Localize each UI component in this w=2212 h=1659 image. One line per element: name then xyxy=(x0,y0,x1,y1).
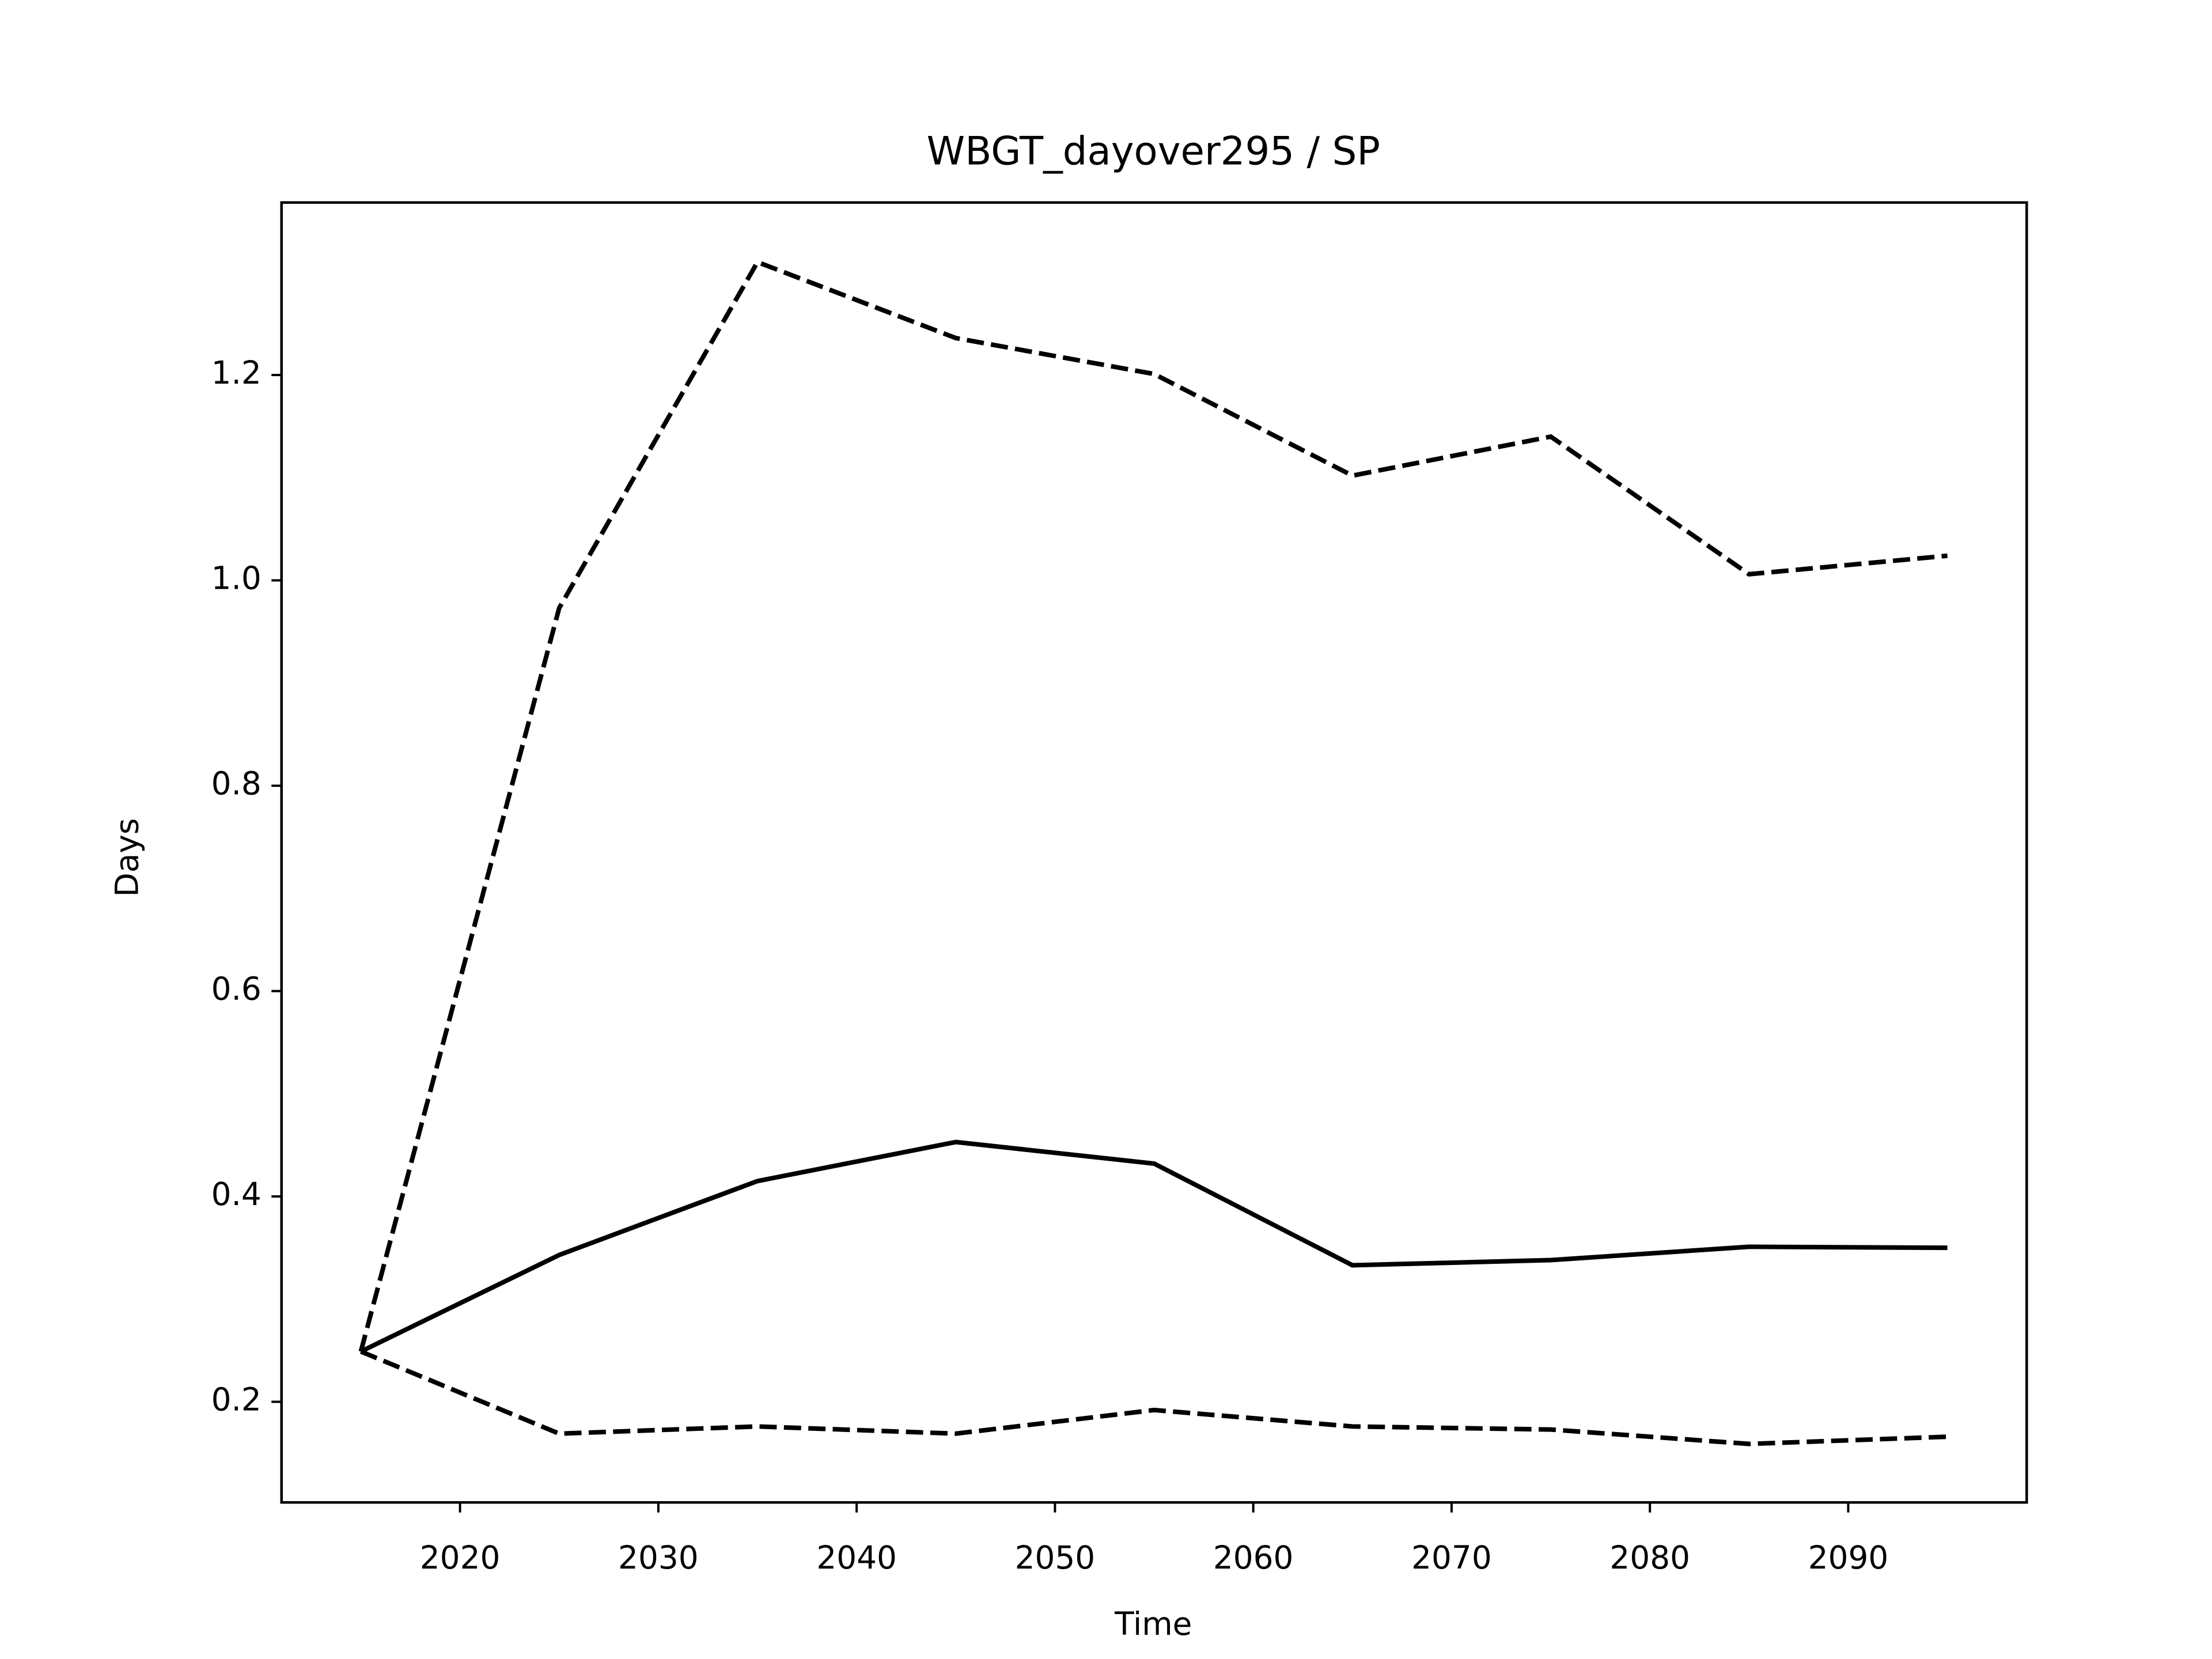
x-tick-label: 2070 xyxy=(1411,1539,1492,1576)
x-tick-label: 2060 xyxy=(1213,1539,1294,1576)
x-tick-label: 2050 xyxy=(1015,1539,1096,1576)
x-tick-label: 2020 xyxy=(420,1539,501,1576)
y-tick-label: 0.8 xyxy=(211,765,262,802)
series-line xyxy=(359,1349,1948,1446)
plot-frame xyxy=(280,201,2028,1504)
x-tick-label: 2030 xyxy=(618,1539,699,1576)
x-tick-label: 2090 xyxy=(1808,1539,1889,1576)
y-axis-label: Days xyxy=(109,818,146,897)
x-tick-label: 2040 xyxy=(816,1539,897,1576)
y-tick-label: 1.0 xyxy=(211,560,262,597)
x-tick-label: 2080 xyxy=(1609,1539,1690,1576)
y-tick-label: 1.2 xyxy=(211,354,262,391)
y-tick-label: 0.6 xyxy=(211,971,262,1007)
chart-title: WBGT_dayover295 / SP xyxy=(927,128,1380,173)
series-line xyxy=(359,1139,1948,1354)
y-tick-label: 0.2 xyxy=(211,1381,262,1418)
x-axis-label: Time xyxy=(1114,1605,1192,1642)
y-tick-label: 0.4 xyxy=(211,1176,262,1213)
